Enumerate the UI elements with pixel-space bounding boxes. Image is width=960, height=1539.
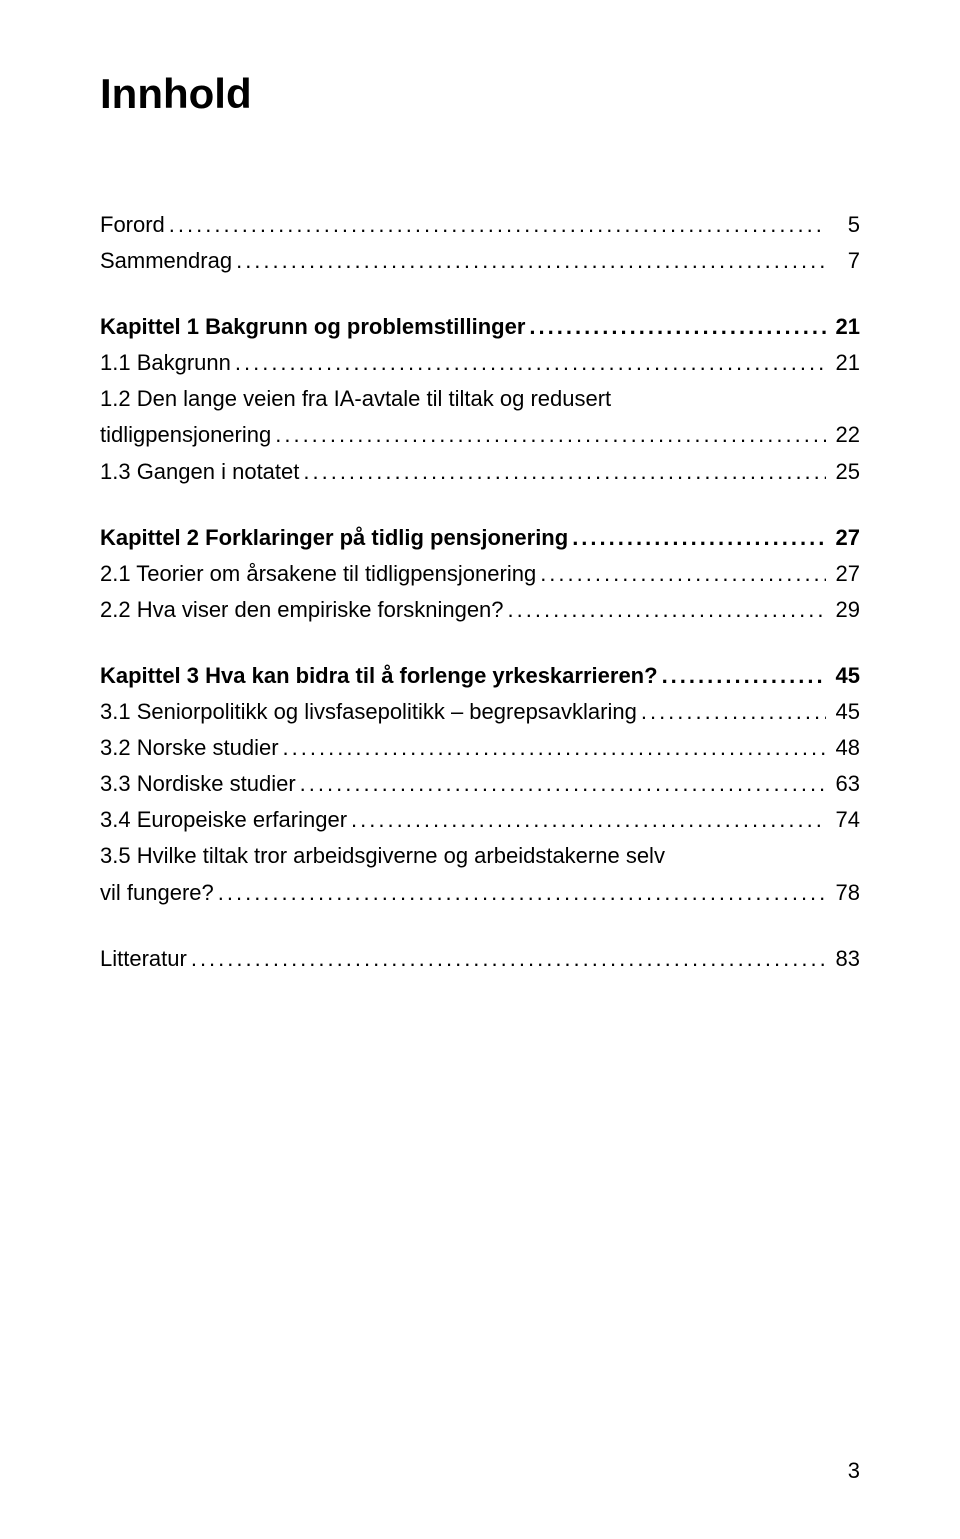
toc-entry: Sammendrag 7: [100, 244, 860, 278]
toc-dot-leader: [169, 208, 826, 242]
toc-entry: 1.2 Den lange veien fra IA-avtale til ti…: [100, 382, 860, 416]
toc-dot-leader: [662, 659, 826, 693]
toc-entry-label: 3.3 Nordiske studier: [100, 767, 296, 801]
toc-gap: [100, 629, 860, 659]
toc-entry: Forord 5: [100, 208, 860, 242]
toc-entry-label: 1.2 Den lange veien fra IA-avtale til ti…: [100, 382, 611, 416]
toc-entry-label: Sammendrag: [100, 244, 232, 278]
toc-entry-label: Forord: [100, 208, 165, 242]
toc-entry-page: 74: [830, 803, 860, 837]
toc-dot-leader: [275, 418, 826, 452]
toc-entry-label: tidligpensjonering: [100, 418, 271, 452]
toc-entry-page: 78: [830, 876, 860, 910]
toc-entry-page: 27: [830, 521, 860, 555]
toc-entry: 3.4 Europeiske erfaringer 74: [100, 803, 860, 837]
toc-entry-label: Kapittel 3 Hva kan bidra til å forlenge …: [100, 659, 658, 693]
toc-entry: 2.2 Hva viser den empiriske forskningen?…: [100, 593, 860, 627]
toc-dot-leader: [529, 310, 826, 344]
toc-entry-label: 3.1 Seniorpolitikk og livsfasepolitikk –…: [100, 695, 637, 729]
toc-gap: [100, 491, 860, 521]
toc-entry: 3.2 Norske studier 48: [100, 731, 860, 765]
toc-entry-page: 25: [830, 455, 860, 489]
toc-entry-label: 1.3 Gangen i notatet: [100, 455, 299, 489]
toc-entry-page: 29: [830, 593, 860, 627]
toc-entry-label: vil fungere?: [100, 876, 214, 910]
toc-entry-label: 2.1 Teorier om årsakene til tidligpensjo…: [100, 557, 536, 591]
toc-entry-page: 83: [830, 942, 860, 976]
toc-dot-leader: [235, 346, 826, 380]
toc-dot-leader: [508, 593, 826, 627]
toc-dot-leader: [236, 244, 826, 278]
toc-dot-leader: [191, 942, 826, 976]
toc-entry: Kapittel 2 Forklaringer på tidlig pensjo…: [100, 521, 860, 555]
toc-entry: vil fungere? 78: [100, 876, 860, 910]
toc-entry-label: 3.5 Hvilke tiltak tror arbeidsgiverne og…: [100, 839, 665, 873]
toc-entry: Kapittel 3 Hva kan bidra til å forlenge …: [100, 659, 860, 693]
toc-entry: Litteratur 83: [100, 942, 860, 976]
toc-entry-page: 21: [830, 346, 860, 380]
toc-gap: [100, 280, 860, 310]
page-title: Innhold: [100, 70, 860, 118]
toc-entry-label: 3.4 Europeiske erfaringer: [100, 803, 347, 837]
toc-entry: 1.3 Gangen i notatet 25: [100, 455, 860, 489]
toc-entry-page: 22: [830, 418, 860, 452]
toc-entry-page: 45: [830, 695, 860, 729]
toc-entry-label: Litteratur: [100, 942, 187, 976]
toc-entry-page: 48: [830, 731, 860, 765]
toc-entry: 1.1 Bakgrunn 21: [100, 346, 860, 380]
page-number: 3: [848, 1458, 860, 1484]
toc-dot-leader: [283, 731, 826, 765]
toc-entry-label: Kapittel 1 Bakgrunn og problemstillinger: [100, 310, 525, 344]
toc-entry-page: 5: [830, 208, 860, 242]
toc-entry: 3.3 Nordiske studier 63: [100, 767, 860, 801]
toc-dot-leader: [303, 455, 826, 489]
toc-dot-leader: [300, 767, 826, 801]
toc-entry-label: Kapittel 2 Forklaringer på tidlig pensjo…: [100, 521, 568, 555]
toc-entry-page: 63: [830, 767, 860, 801]
toc-entry-page: 45: [830, 659, 860, 693]
toc-entry: tidligpensjonering 22: [100, 418, 860, 452]
toc-dot-leader: [641, 695, 826, 729]
toc-entry: 3.1 Seniorpolitikk og livsfasepolitikk –…: [100, 695, 860, 729]
toc-gap: [100, 912, 860, 942]
toc-dot-leader: [540, 557, 826, 591]
toc-dot-leader: [351, 803, 826, 837]
toc-entry-page: 7: [830, 244, 860, 278]
toc-dot-leader: [572, 521, 826, 555]
table-of-contents: Forord 5 Sammendrag 7 Kapittel 1 Bakgrunn og…: [100, 208, 860, 976]
toc-entry: 3.5 Hvilke tiltak tror arbeidsgiverne og…: [100, 839, 860, 873]
toc-dot-leader: [218, 876, 826, 910]
toc-entry-label: 3.2 Norske studier: [100, 731, 279, 765]
toc-entry: 2.1 Teorier om årsakene til tidligpensjo…: [100, 557, 860, 591]
toc-entry-label: 2.2 Hva viser den empiriske forskningen?: [100, 593, 504, 627]
toc-entry-page: 27: [830, 557, 860, 591]
toc-entry-label: 1.1 Bakgrunn: [100, 346, 231, 380]
toc-entry: Kapittel 1 Bakgrunn og problemstillinger…: [100, 310, 860, 344]
toc-entry-page: 21: [830, 310, 860, 344]
